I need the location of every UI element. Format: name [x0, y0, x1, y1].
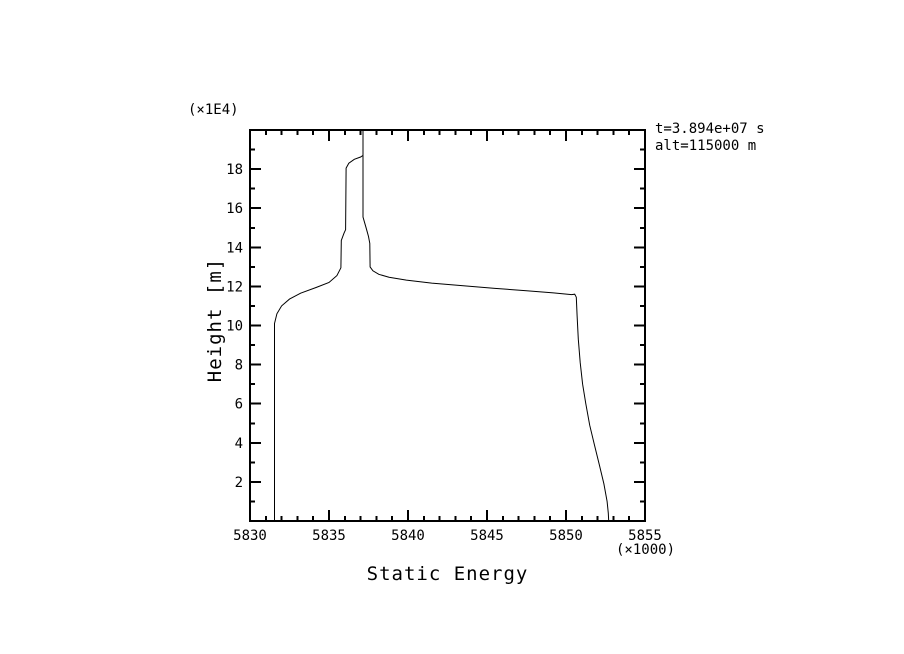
y-tick-label: 12 — [226, 279, 243, 295]
y-tick-label: 10 — [226, 319, 243, 335]
x-tick-label: 5850 — [549, 528, 583, 544]
x-axis-multiplier-label: (×1000) — [616, 542, 676, 558]
y-tick-label: 4 — [235, 436, 243, 452]
y-axis-title: Height [m] — [204, 257, 226, 383]
y-tick-label: 2 — [235, 475, 243, 491]
x-tick-label: 5855 — [628, 528, 662, 544]
plot-frame — [249, 129, 646, 522]
y-axis-multiplier-label: (×1E4) — [188, 102, 239, 118]
x-axis-title: Static Energy — [366, 563, 529, 585]
x-tick-label: 5830 — [233, 528, 267, 544]
annotation-altitude: alt=115000 m — [655, 138, 757, 154]
y-tick-label: 16 — [226, 201, 243, 217]
x-tick-label: 5845 — [470, 528, 504, 544]
y-tick-label: 14 — [226, 240, 243, 256]
x-tick-label: 5835 — [312, 528, 346, 544]
y-tick-label: 18 — [226, 162, 243, 178]
y-tick-label: 6 — [235, 397, 243, 413]
annotation-block: t=3.894e+07 s alt=115000 m — [655, 121, 765, 155]
y-tick-label: 8 — [235, 358, 243, 374]
x-tick-label: 5840 — [391, 528, 425, 544]
annotation-time: t=3.894e+07 s — [655, 121, 765, 137]
data-curve — [274, 130, 610, 522]
